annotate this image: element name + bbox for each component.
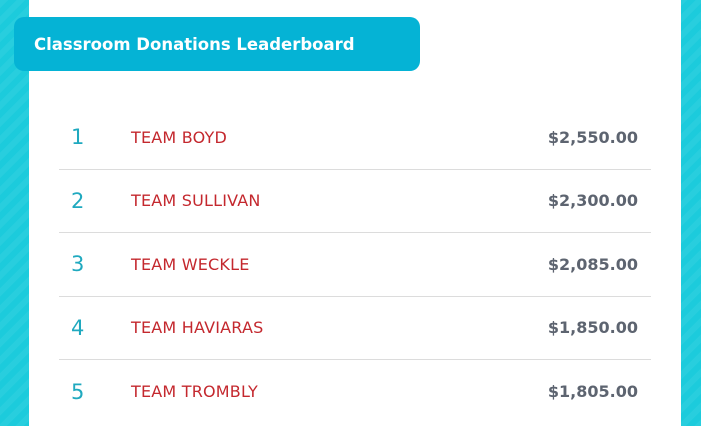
rank: 2 [71, 188, 85, 213]
team-name: TEAM BOYD [131, 127, 228, 147]
leaderboard-list: 1 TEAM BOYD $2,550.00 2 TEAM SULLIVAN $2,300… [59, 106, 651, 424]
leaderboard-row: 4 TEAM HAVIARAS $1,850.00 [59, 297, 651, 360]
team-name: TEAM WECKLE [131, 254, 250, 274]
team-name: TEAM TROMBLY [131, 382, 258, 402]
leaderboard-row: 5 TEAM TROMBLY $1,805.00 [59, 360, 651, 424]
donation-amount: $2,300.00 [547, 191, 638, 211]
rank: 1 [71, 125, 85, 150]
donation-amount: $1,805.00 [547, 382, 638, 402]
donation-amount: $2,085.00 [547, 254, 638, 274]
team-name: TEAM SULLIVAN [131, 191, 261, 211]
leaderboard-title: Classroom Donations Leaderboard [14, 17, 420, 71]
rank: 3 [71, 252, 85, 277]
donation-amount: $1,850.00 [547, 318, 638, 338]
leaderboard-row: 2 TEAM SULLIVAN $2,300.00 [59, 170, 651, 233]
leaderboard-row: 3 TEAM WECKLE $2,085.00 [59, 233, 651, 297]
leaderboard-panel [29, 0, 681, 426]
rank: 4 [71, 315, 85, 340]
donation-amount: $2,550.00 [547, 127, 638, 147]
rank: 5 [71, 379, 85, 404]
team-name: TEAM HAVIARAS [131, 318, 264, 338]
leaderboard-row: 1 TEAM BOYD $2,550.00 [59, 106, 651, 170]
